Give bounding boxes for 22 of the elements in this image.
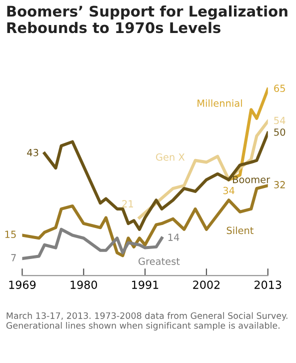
text: March 13-17, 2013. 1973-2008 data from General Social Survey. Generational lines shown when significant sample is available. bbox=[6, 312, 288, 330]
data-label: 34 bbox=[223, 186, 234, 194]
data-label: 7 bbox=[11, 254, 16, 262]
chart-title: Boomers’ Support for Legalization Rebounds to 1970s Levels bbox=[7, 5, 288, 34]
data-label: 54 bbox=[274, 116, 286, 124]
data-label: 14 bbox=[168, 234, 180, 241]
series-label: Greatest bbox=[138, 258, 180, 265]
x-tick-label: 1980 bbox=[70, 280, 98, 289]
x-tick-label: 2013 bbox=[254, 280, 282, 289]
data-label: 50 bbox=[274, 128, 286, 136]
series-label: Silent bbox=[226, 226, 254, 234]
x-tick-label: 1969 bbox=[9, 280, 36, 289]
data-label: 65 bbox=[274, 84, 285, 92]
data-label: 15 bbox=[5, 230, 16, 238]
data-label: 32 bbox=[274, 181, 285, 188]
series-label: Gen X bbox=[156, 153, 185, 161]
data-label: 21 bbox=[122, 200, 134, 208]
data-label: 43 bbox=[27, 148, 38, 156]
series-label: Boomer bbox=[233, 176, 270, 184]
x-tick-label: 1991 bbox=[132, 280, 158, 289]
x-tick-label: 2002 bbox=[193, 280, 220, 289]
series-label: Millennial bbox=[198, 99, 242, 107]
